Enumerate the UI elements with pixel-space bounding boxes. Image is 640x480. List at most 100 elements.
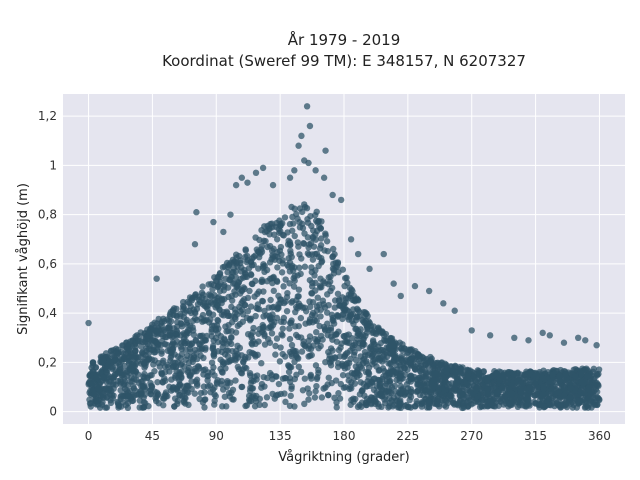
scatter-point xyxy=(347,311,355,318)
scatter-point xyxy=(270,287,277,295)
y-tick-label: 0,2 xyxy=(38,355,57,369)
scatter-point xyxy=(212,304,219,311)
scatter-point xyxy=(566,394,574,401)
scatter-point xyxy=(125,346,132,353)
scatter-point xyxy=(247,397,255,405)
scatter-point xyxy=(345,360,353,367)
scatter-point xyxy=(241,364,248,371)
scatter-point xyxy=(451,307,458,314)
scatter-point xyxy=(209,386,217,393)
scatter-point xyxy=(184,382,191,389)
scatter-point xyxy=(146,372,154,379)
x-axis-label: Vågriktning (grader) xyxy=(278,450,409,465)
scatter-point xyxy=(333,338,341,345)
scatter-point xyxy=(170,307,177,315)
scatter-point xyxy=(567,385,574,392)
scatter-point xyxy=(176,391,183,399)
scatter-point xyxy=(209,311,217,318)
scatter-point xyxy=(569,404,576,411)
scatter-point xyxy=(329,347,336,354)
scatter-point xyxy=(411,282,419,290)
scatter-point xyxy=(291,358,298,366)
scatter-point xyxy=(359,340,367,347)
scatter-point xyxy=(294,293,301,300)
scatter-point xyxy=(87,381,95,388)
scatter-point xyxy=(420,399,427,406)
scatter-point xyxy=(306,318,313,325)
scatter-point xyxy=(541,403,548,411)
scatter-point xyxy=(248,334,255,341)
scatter-point xyxy=(226,358,233,365)
scatter-point xyxy=(297,270,304,278)
scatter-point xyxy=(514,370,521,377)
scatter-point xyxy=(333,404,340,411)
scatter-point xyxy=(288,317,295,324)
scatter-point xyxy=(539,390,547,397)
scatter-point xyxy=(234,342,241,350)
scatter-point xyxy=(260,313,267,320)
x-tick-label: 225 xyxy=(396,429,419,443)
scatter-point xyxy=(484,386,491,394)
scatter-point xyxy=(184,321,191,329)
scatter-point xyxy=(434,365,442,373)
scatter-point xyxy=(158,370,166,378)
scatter-point xyxy=(305,337,313,344)
scatter-point xyxy=(508,390,516,397)
scatter-point xyxy=(286,348,294,356)
scatter-point xyxy=(155,326,162,333)
scatter-point xyxy=(320,385,327,392)
scatter-point xyxy=(249,385,257,392)
scatter-point xyxy=(119,342,126,349)
scatter-point xyxy=(583,365,590,372)
scatter-point xyxy=(204,377,211,384)
scatter-point xyxy=(124,404,132,412)
y-tick-label: 0,8 xyxy=(38,208,57,222)
scatter-point xyxy=(201,302,208,310)
scatter-point xyxy=(546,332,553,339)
x-tick-label: 45 xyxy=(145,429,160,443)
scatter-point xyxy=(162,377,169,384)
scatter-point xyxy=(151,319,158,326)
scatter-point xyxy=(207,292,214,299)
scatter-point xyxy=(221,281,228,289)
scatter-point xyxy=(282,398,289,406)
scatter-point xyxy=(324,320,331,327)
scatter-point xyxy=(199,294,206,301)
scatter-point xyxy=(278,269,286,276)
scatter-point xyxy=(100,390,107,398)
scatter-point xyxy=(177,320,184,327)
scatter-point xyxy=(189,340,196,348)
scatter-point xyxy=(234,263,241,270)
scatter-point xyxy=(320,278,327,285)
scatter-point xyxy=(232,357,239,364)
scatter-point xyxy=(233,311,241,318)
scatter-point xyxy=(133,376,140,383)
scatter-point xyxy=(447,363,455,370)
scatter-point xyxy=(265,324,273,332)
scatter-point xyxy=(171,403,178,410)
scatter-point xyxy=(396,400,403,408)
scatter-point xyxy=(277,390,284,398)
scatter-point xyxy=(130,385,138,392)
x-tick-label: 0 xyxy=(85,429,93,443)
scatter-point xyxy=(367,345,374,353)
scatter-point xyxy=(549,394,556,401)
scatter-point xyxy=(316,322,323,330)
scatter-point xyxy=(572,366,579,373)
scatter-point xyxy=(383,353,391,361)
scatter-point xyxy=(142,334,149,342)
scatter-point xyxy=(305,251,313,258)
scatter-point xyxy=(306,303,314,311)
scatter-point xyxy=(551,402,558,410)
scatter-point xyxy=(191,241,199,248)
scatter-point xyxy=(259,298,267,305)
scatter-point xyxy=(365,369,372,376)
scatter-point xyxy=(325,391,332,399)
scatter-point xyxy=(188,369,196,376)
scatter-point xyxy=(561,376,568,384)
scatter-point xyxy=(408,348,415,355)
scatter-point xyxy=(141,382,148,390)
scatter-point xyxy=(286,220,294,228)
scatter-point xyxy=(356,308,363,316)
scatter-point xyxy=(273,236,281,243)
